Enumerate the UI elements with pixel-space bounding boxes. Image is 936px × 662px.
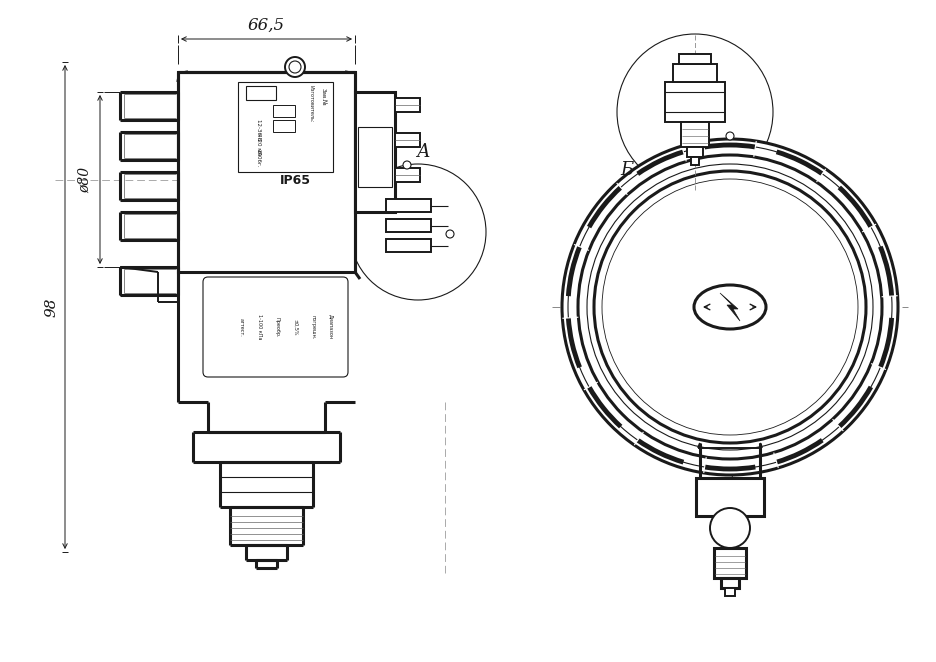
Bar	[273, 105, 295, 117]
Bar	[714, 548, 746, 578]
Text: ø80: ø80	[78, 166, 92, 193]
Polygon shape	[720, 293, 740, 321]
Bar	[178, 72, 355, 272]
Bar	[386, 219, 431, 232]
Bar	[395, 98, 420, 112]
Circle shape	[594, 171, 866, 443]
Text: ±0,5%: ±0,5%	[293, 318, 298, 335]
Bar	[386, 199, 431, 212]
Text: А: А	[417, 143, 430, 161]
Circle shape	[446, 230, 454, 238]
Text: Зав.№: Зав.№	[320, 88, 326, 106]
Circle shape	[726, 132, 734, 140]
Text: Б: Б	[621, 161, 634, 179]
Bar	[681, 122, 709, 147]
Text: 98: 98	[44, 297, 58, 316]
Circle shape	[289, 61, 301, 73]
Text: 12-36 В: 12-36 В	[256, 119, 260, 141]
Bar	[273, 120, 295, 132]
Bar	[355, 92, 395, 212]
Bar	[696, 478, 764, 516]
Bar	[725, 588, 735, 596]
Text: IP65: IP65	[280, 173, 311, 187]
Circle shape	[562, 139, 898, 475]
Circle shape	[350, 164, 486, 300]
Bar	[687, 147, 703, 157]
Text: 4-20 мА: 4-20 мА	[256, 133, 260, 155]
Bar	[358, 127, 392, 187]
Bar	[721, 578, 739, 588]
Bar	[395, 168, 420, 182]
Text: аттест.: аттест.	[239, 318, 243, 336]
Text: 1-100 кПа: 1-100 кПа	[256, 314, 261, 340]
Text: 2006г.: 2006г.	[256, 149, 260, 167]
Bar	[246, 86, 276, 100]
Bar	[395, 133, 420, 147]
Text: 66,5: 66,5	[248, 17, 285, 34]
Text: Изготовитель:: Изготовитель:	[309, 85, 314, 122]
Circle shape	[403, 161, 411, 169]
Text: Диапазон: Диапазон	[329, 314, 333, 340]
Circle shape	[617, 34, 773, 190]
Bar	[238, 82, 333, 172]
Bar	[386, 239, 431, 252]
Text: Преобр.: Преобр.	[274, 316, 280, 337]
Text: погрешн.: погрешн.	[311, 315, 315, 339]
Bar	[691, 157, 699, 165]
FancyBboxPatch shape	[203, 277, 348, 377]
Circle shape	[285, 57, 305, 77]
Ellipse shape	[694, 285, 766, 329]
Bar	[665, 82, 725, 122]
Bar	[673, 64, 717, 82]
Circle shape	[710, 508, 750, 548]
Bar	[679, 54, 711, 64]
